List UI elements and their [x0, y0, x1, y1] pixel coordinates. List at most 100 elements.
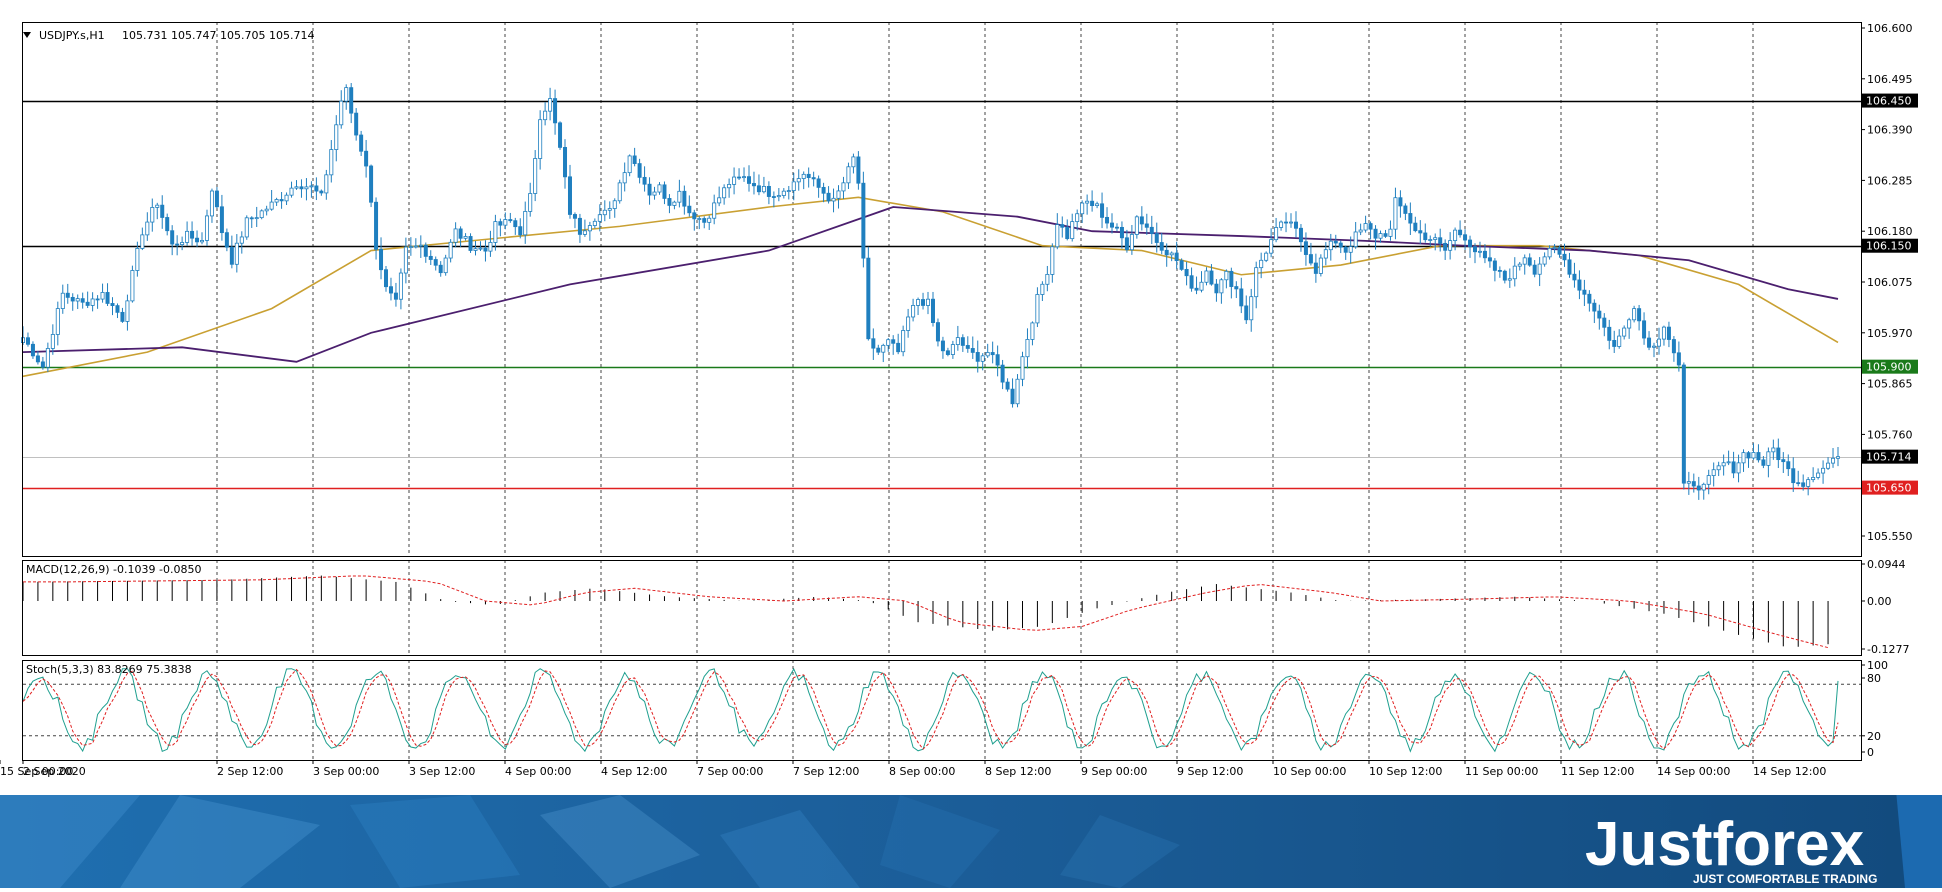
candle-body: [1627, 319, 1632, 329]
candle-body: [1323, 249, 1328, 259]
candle-body: [1468, 239, 1473, 248]
candle-body: [1751, 452, 1756, 459]
candle-body: [254, 217, 259, 220]
candle-body: [1766, 451, 1771, 466]
candle-body: [1234, 286, 1239, 290]
candle-body: [1313, 262, 1318, 274]
candle-body: [672, 201, 677, 206]
brand-banner: Justforex JUST COMFORTABLE TRADING: [0, 795, 1942, 888]
candle-body: [309, 185, 314, 188]
time-axis-tick: 2 Sep 12:00: [217, 765, 283, 778]
candle-body: [722, 187, 727, 199]
price-axis-tick: 105.760: [1867, 428, 1913, 441]
candle-body: [1249, 296, 1254, 321]
candle-body: [1637, 308, 1642, 322]
price-tag: [1862, 359, 1918, 374]
time-axis-tick: 11 Sep 12:00: [1561, 765, 1634, 778]
candle-body: [1448, 240, 1453, 251]
candle-body: [1154, 233, 1159, 243]
candle-body: [1547, 247, 1552, 258]
candle-body: [1746, 452, 1751, 459]
candle-body: [572, 214, 577, 219]
candle-body: [980, 355, 985, 362]
candle-body: [950, 344, 955, 355]
candle-body: [597, 214, 602, 222]
candle-body: [791, 181, 796, 191]
candle-body: [493, 221, 498, 243]
candle-body: [25, 337, 30, 345]
candle-body: [965, 345, 970, 349]
candle-body: [209, 190, 214, 217]
candle-body: [921, 299, 926, 306]
candle-body: [1831, 457, 1836, 464]
candle-body: [1179, 260, 1184, 270]
candle-body: [756, 185, 761, 193]
candle-body: [548, 98, 553, 112]
candle-body: [567, 176, 572, 215]
candle-body: [816, 178, 821, 188]
candle-body: [1209, 270, 1214, 285]
candle-body: [45, 348, 50, 368]
candle-body: [349, 87, 354, 114]
stoch-signal-line: [22, 668, 1839, 750]
time-axis-tick: 14 Sep 12:00: [1753, 765, 1826, 778]
candle-body: [851, 156, 856, 168]
candle-body: [175, 243, 180, 246]
candle-body: [443, 257, 448, 274]
candle-body: [940, 340, 945, 352]
candle-body: [558, 122, 563, 148]
price-tag: [1862, 238, 1918, 253]
candle-body: [1408, 213, 1413, 224]
time-axis-tick: 8 Sep 00:00: [889, 765, 955, 778]
candle-body: [304, 186, 309, 190]
candle-body: [1224, 270, 1229, 281]
candle-body: [960, 337, 965, 346]
time-axis-tick: 15 Sep 00:00: [0, 765, 73, 778]
candle-body: [498, 221, 503, 226]
candle-body: [861, 182, 866, 259]
symbol-dropdown-icon[interactable]: [23, 32, 31, 38]
candle-body: [90, 298, 95, 306]
candle-body: [1811, 476, 1816, 481]
candle-body: [1806, 479, 1811, 487]
candle-body: [1607, 326, 1612, 341]
candle-body: [975, 352, 980, 362]
candle-body: [75, 298, 80, 302]
candle-body: [1587, 293, 1592, 304]
price-axis-tick: 106.180: [1867, 225, 1913, 238]
candle-body: [1577, 279, 1582, 291]
candle-body: [1030, 322, 1035, 340]
time-axis-tick: 9 Sep 12:00: [1177, 765, 1243, 778]
candle-body: [1284, 221, 1289, 224]
candle-body: [1557, 247, 1562, 255]
candle-body: [1090, 200, 1095, 207]
candle-body: [647, 183, 652, 196]
candle-body: [1438, 237, 1443, 244]
candle-body: [1512, 265, 1517, 280]
candle-body: [617, 182, 622, 202]
candle-body: [985, 352, 990, 357]
candle-body: [1726, 461, 1731, 464]
candle-body: [523, 211, 528, 236]
candle-body: [1388, 228, 1393, 237]
candle-body: [1666, 326, 1671, 340]
candle-body: [945, 350, 950, 355]
candle-body: [374, 201, 379, 250]
candle-body: [1458, 229, 1463, 236]
candle-body: [786, 190, 791, 192]
candle-body: [906, 316, 911, 331]
candle-body: [1398, 197, 1403, 207]
candle-body: [329, 149, 334, 176]
candle-body: [1184, 268, 1189, 277]
candle-body: [1721, 462, 1726, 467]
candle-body: [856, 156, 861, 184]
candle-body: [508, 219, 513, 222]
candle-body: [229, 246, 234, 265]
candle-body: [806, 173, 811, 178]
candle-body: [747, 176, 752, 184]
candle-body: [518, 226, 523, 236]
candle-body: [1502, 270, 1507, 281]
candle-body: [1473, 246, 1478, 253]
candle-body: [712, 202, 717, 219]
